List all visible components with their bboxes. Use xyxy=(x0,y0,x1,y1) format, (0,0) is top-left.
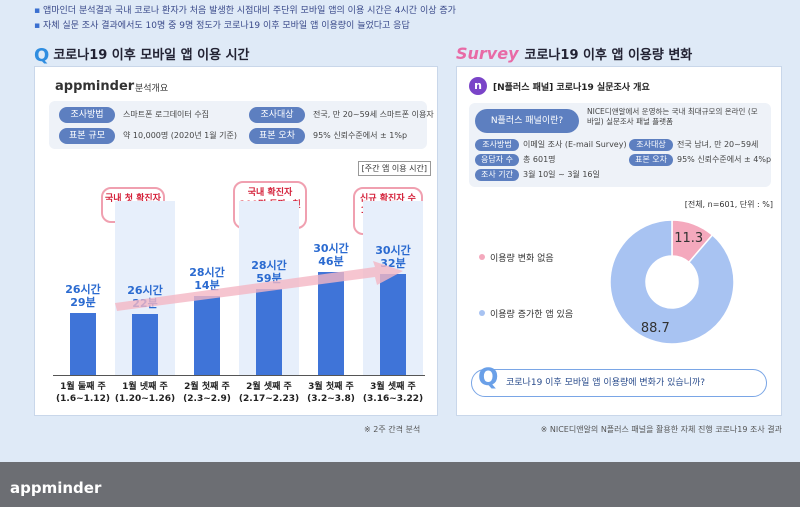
bullet-2: 자체 실문 조사 결과에서도 10명 중 9명 정도가 코로나19 이후 모바일… xyxy=(34,19,456,34)
category-label: 3월 셋째 주 (3.16~3.22) xyxy=(362,382,424,404)
panel-description: NICE디앤알에서 운영하는 국내 최대규모의 온라인 (모바일) 실문조사 패… xyxy=(587,107,758,126)
analysis-overview-label: 분석개요 xyxy=(135,84,169,94)
survey-info-box: N플러스 패널이란? NICE디앤알에서 운영하는 국내 최대규모의 온라인 (… xyxy=(469,103,771,187)
survey-value-error: 95% 신뢰수준에서 ± 4%p xyxy=(677,155,772,164)
info-value-error: 95% 신뢰수준에서 ± 1%p xyxy=(313,131,408,140)
appminder-brand: appminder xyxy=(55,79,135,94)
pie-slice-label: 11.3 xyxy=(674,231,703,246)
bar-value-label: 30시간 46분 xyxy=(313,241,349,268)
bar-value-label: 26시간 22분 xyxy=(127,283,163,310)
survey-tag-error: 표본 오차 xyxy=(629,154,673,166)
survey-tag-target: 조사대상 xyxy=(629,139,673,151)
info-value-sample: 약 10,000명 (2020년 1월 기준) xyxy=(123,131,238,140)
category-label: 1월 넷째 주 (1.20~1.26) xyxy=(114,382,176,404)
left-section-title: Q 코로나19 이후 모바일 앱 이용 시간 xyxy=(34,45,250,66)
pie-unit-label: [전체, n=601, 단위 : %] xyxy=(684,200,773,209)
pie-slice-label: 88.7 xyxy=(641,321,670,336)
legend-increased: 이용량 증가한 앱 있음 xyxy=(479,307,573,320)
survey-value-period: 3월 10일 ~ 3월 16일 xyxy=(523,170,600,179)
info-tag-target: 조사대상 xyxy=(249,107,305,123)
street-illustration xyxy=(0,462,800,507)
header-bullets: 앱마인더 분석결과 국내 코로나 환자가 처음 발생한 시점대비 주단위 모바일… xyxy=(34,4,456,34)
bar xyxy=(318,271,344,375)
survey-tag-method: 조사방법 xyxy=(475,139,519,151)
info-tag-error: 표본 오차 xyxy=(249,128,305,144)
info-value-target: 전국, 만 20~59세 스마트폰 이용자 xyxy=(313,110,434,119)
survey-question: Q 코로나19 이후 모바일 앱 이용량에 변화가 있습니까? xyxy=(471,364,767,397)
survey-value-target: 전국 남녀, 만 20~59세 xyxy=(677,140,759,149)
chart-unit-label: [주간 앱 이용 시간] xyxy=(357,161,431,176)
left-note: ※ 2주 간격 분석 xyxy=(364,425,421,434)
x-axis xyxy=(53,375,425,376)
bar-value-label: 28시간 14분 xyxy=(189,265,225,292)
category-label: 2월 첫째 주 (2.3~2.9) xyxy=(183,382,231,404)
bar-value-label: 26시간 29분 xyxy=(65,282,101,309)
info-tag-method: 조사방법 xyxy=(59,107,115,123)
right-section-title: Survey 코로나19 이후 앱 이용량 변화 xyxy=(456,44,693,63)
survey-value-method: 이메일 조사 (E-mail Survey) xyxy=(523,140,627,149)
legend-dot-increased xyxy=(479,310,485,316)
bar xyxy=(380,273,406,375)
analysis-info-box: 조사방법 스마트폰 로그데이터 수집 조사대상 전국, 만 20~59세 스마트… xyxy=(49,101,434,149)
bar-value-label: 28시간 59분 xyxy=(251,258,287,285)
bar xyxy=(132,313,158,375)
bullet-1: 앱마인더 분석결과 국내 코로나 환자가 처음 발생한 시점대비 주단위 모바일… xyxy=(34,4,456,19)
nplus-logo-icon: n xyxy=(469,77,487,95)
right-note: ※ NICE디앤알의 N플러스 패널을 활용한 자체 진행 코로나19 조사 결… xyxy=(540,425,782,434)
bar xyxy=(256,288,282,375)
category-label: 2월 셋째 주 (2.17~2.23) xyxy=(238,382,300,404)
footer-brand: appminder xyxy=(10,479,102,497)
q-mark-icon: Q xyxy=(34,45,50,66)
bar-value-label: 30시간 32분 xyxy=(375,243,411,270)
bar xyxy=(194,295,220,375)
bar xyxy=(70,312,96,375)
pie-slice xyxy=(609,219,735,345)
legend-no-change: 이용량 변화 없음 xyxy=(479,251,554,264)
survey-tag-period: 조사 기간 xyxy=(475,169,519,181)
info-tag-sample: 표본 규모 xyxy=(59,128,115,144)
q-bubble-icon: Q xyxy=(478,363,499,391)
left-panel: appminder 분석개요 조사방법 스마트폰 로그데이터 수집 조사대상 전… xyxy=(34,66,438,416)
legend-dot-no-change xyxy=(479,254,485,260)
survey-overview-title: [N플러스 패널] 코로나19 실문조사 개요 xyxy=(493,83,650,93)
survey-tag-respondents: 응답자 수 xyxy=(475,154,519,166)
category-label: 3월 첫째 주 (3.2~3.8) xyxy=(307,382,355,404)
survey-logo: Survey xyxy=(456,44,519,63)
category-label: 1월 둘째 주 (1.6~1.12) xyxy=(56,382,110,404)
pie-chart: 11.3 88.7 xyxy=(609,219,735,345)
survey-value-respondents: 총 601명 xyxy=(523,155,556,164)
info-value-method: 스마트폰 로그데이터 수집 xyxy=(123,110,210,119)
right-panel: n [N플러스 패널] 코로나19 실문조사 개요 N플러스 패널이란? NIC… xyxy=(456,66,782,416)
panel-question-badge: N플러스 패널이란? xyxy=(475,109,579,133)
